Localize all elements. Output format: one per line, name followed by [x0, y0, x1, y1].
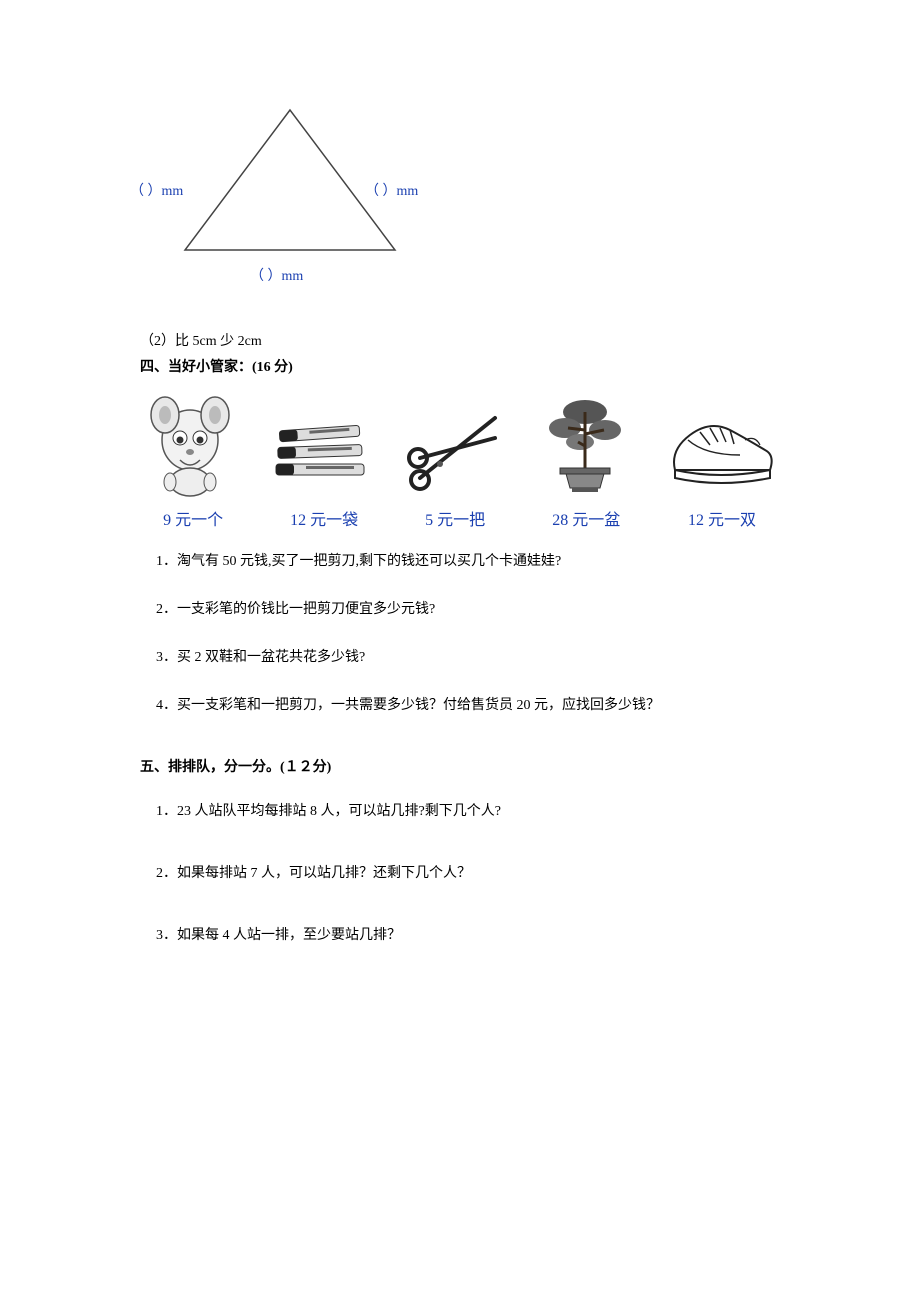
doll-icon — [140, 390, 240, 500]
shop-items-row — [140, 390, 780, 500]
item-doll — [140, 390, 240, 500]
shoe-icon — [660, 400, 780, 500]
markers-icon — [260, 400, 380, 500]
item-scissors — [400, 400, 510, 500]
section-4-title: 四、当好小管家：(16 分) — [140, 356, 780, 376]
section-5-title: 五、排排队，分一分。(１２分) — [140, 756, 780, 776]
bonsai-icon — [530, 390, 640, 500]
triangle-left-label: （ ）mm — [130, 180, 183, 200]
s4-q3: 3．买 2 双鞋和一盆花共花多少钱? — [156, 646, 780, 666]
s4-q1: 1．淘气有 50 元钱,买了一把剪刀,剩下的钱还可以买几个卡通娃娃? — [156, 550, 780, 570]
price-bonsai: 28 元一盆 — [528, 506, 644, 530]
s5-q1: 1．23 人站队平均每排站 8 人，可以站几排?剩下几个人? — [156, 800, 780, 820]
price-scissors: 5 元一把 — [402, 506, 508, 530]
s4-q4: 4．买一支彩笔和一把剪刀，一共需要多少钱？付给售货员 20 元，应找回多少钱？ — [156, 694, 780, 714]
triangle-right-label: （ ）mm — [365, 180, 418, 200]
price-doll: 9 元一个 — [140, 506, 246, 530]
s5-q3: 3．如果每 4 人站一排，至少要站几排？ — [156, 924, 780, 944]
item-markers — [260, 400, 380, 500]
triangle-svg — [140, 100, 470, 280]
scissors-icon — [400, 400, 510, 500]
prices-row: 9 元一个 12 元一袋 5 元一把 28 元一盆 12 元一双 — [140, 506, 780, 530]
price-shoe: 12 元一双 — [664, 506, 780, 530]
s5-q2: 2．如果每排站 7 人，可以站几排？还剩下几个人？ — [156, 862, 780, 882]
triangle-bottom-label: （ ）mm — [250, 265, 303, 285]
s4-q2: 2．一支彩笔的价钱比一把剪刀便宜多少元钱? — [156, 598, 780, 618]
item-shoe — [660, 400, 780, 500]
triangle-figure: （ ）mm （ ）mm （ ）mm — [140, 100, 470, 300]
item-bonsai — [530, 390, 640, 500]
price-markers: 12 元一袋 — [266, 506, 382, 530]
sub-question-2: （2）比 5cm 少 2cm — [140, 330, 780, 350]
